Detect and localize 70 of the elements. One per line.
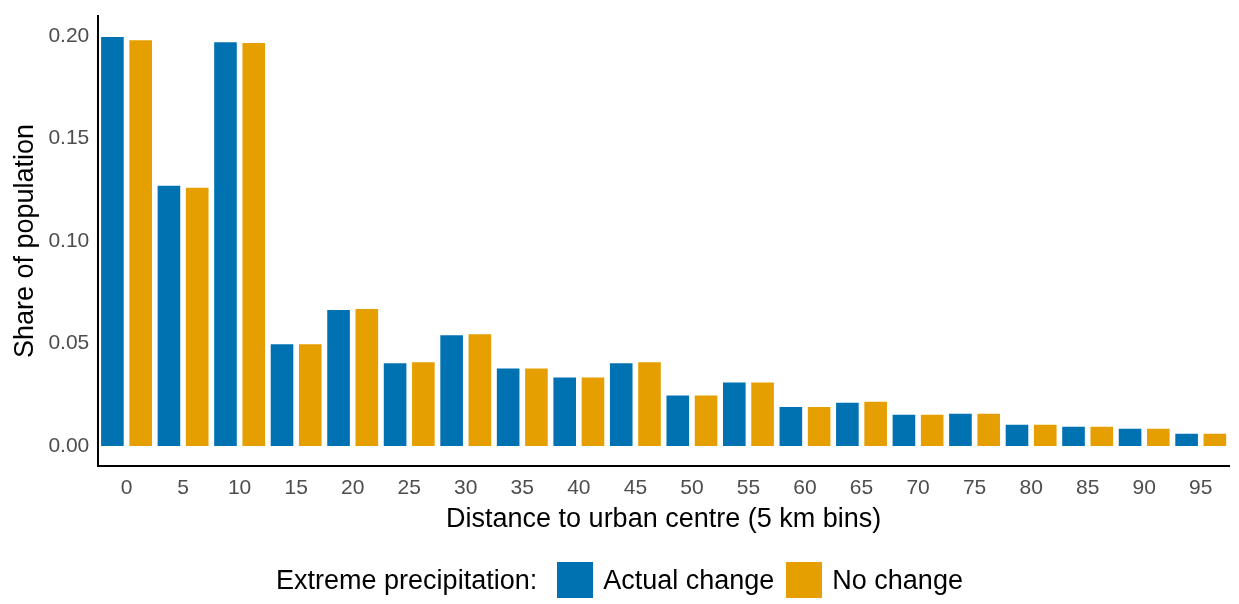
legend-label: Actual change [603, 564, 775, 596]
bar [440, 335, 463, 446]
x-tick-label: 65 [849, 474, 874, 498]
bar [496, 368, 520, 446]
bar [977, 413, 1001, 446]
y-tick-label: 0.15 [48, 125, 90, 149]
bar [298, 344, 322, 446]
x-tick-label: 25 [397, 474, 421, 498]
bar [892, 414, 916, 446]
bar [751, 382, 774, 446]
bar [1118, 428, 1142, 446]
bar [129, 40, 152, 446]
bar [185, 187, 209, 446]
bar [525, 368, 548, 446]
x-tick-label: 80 [1019, 474, 1043, 498]
bar [468, 334, 492, 446]
y-tick-label: 0.10 [48, 227, 90, 251]
x-tick-label: 40 [567, 474, 591, 498]
legend-label: No change [832, 564, 963, 596]
bar [553, 377, 577, 446]
x-tick-label: 90 [1132, 474, 1156, 498]
x-tick-label: 95 [1189, 474, 1213, 498]
x-tick-label: 60 [793, 474, 817, 498]
x-tick-label: 5 [177, 474, 189, 498]
bar [864, 401, 887, 446]
bar [581, 377, 605, 446]
y-tick-label: 0.20 [48, 22, 90, 46]
bar [270, 344, 294, 446]
bar [1062, 426, 1085, 446]
x-tick-label: 75 [962, 474, 987, 498]
bar [807, 406, 831, 446]
y-tick-label: 0.05 [48, 330, 90, 354]
x-tick-label: 50 [680, 474, 704, 498]
bar [1147, 428, 1170, 446]
bar [327, 310, 350, 446]
bar [1005, 424, 1029, 446]
bar [836, 402, 859, 446]
x-tick-label: 85 [1075, 474, 1100, 498]
bar [1090, 426, 1114, 446]
x-tick-label: 10 [227, 474, 252, 498]
bar [723, 382, 746, 446]
x-tick-label: 15 [284, 474, 308, 498]
bar [949, 413, 972, 446]
x-tick-label: 70 [906, 474, 930, 498]
bar [214, 42, 237, 446]
bar [638, 362, 661, 446]
bar [383, 363, 407, 446]
bar [1203, 433, 1227, 446]
bar [1175, 433, 1198, 446]
x-tick-label: 30 [454, 474, 478, 498]
bar [694, 395, 718, 446]
x-tick-label: 45 [623, 474, 648, 498]
x-tick-label: 55 [736, 474, 761, 498]
bar [157, 185, 181, 446]
x-tick-label: 35 [510, 474, 534, 498]
bar [355, 309, 379, 446]
bar [666, 395, 690, 446]
bar [101, 37, 124, 446]
bar [779, 406, 803, 446]
legend-title: Extreme precipitation: [276, 564, 538, 596]
y-tick-label: 0.00 [48, 432, 90, 456]
bar [920, 414, 944, 446]
bar [242, 43, 266, 446]
bar [1033, 424, 1057, 446]
x-tick-label: 0 [120, 474, 133, 498]
bar [412, 362, 435, 446]
x-axis-title: Distance to urban centre (5 km bins) [446, 503, 882, 534]
x-tick-label: 20 [341, 474, 365, 498]
y-axis-title: Share of population [8, 123, 39, 359]
bar [609, 363, 633, 446]
